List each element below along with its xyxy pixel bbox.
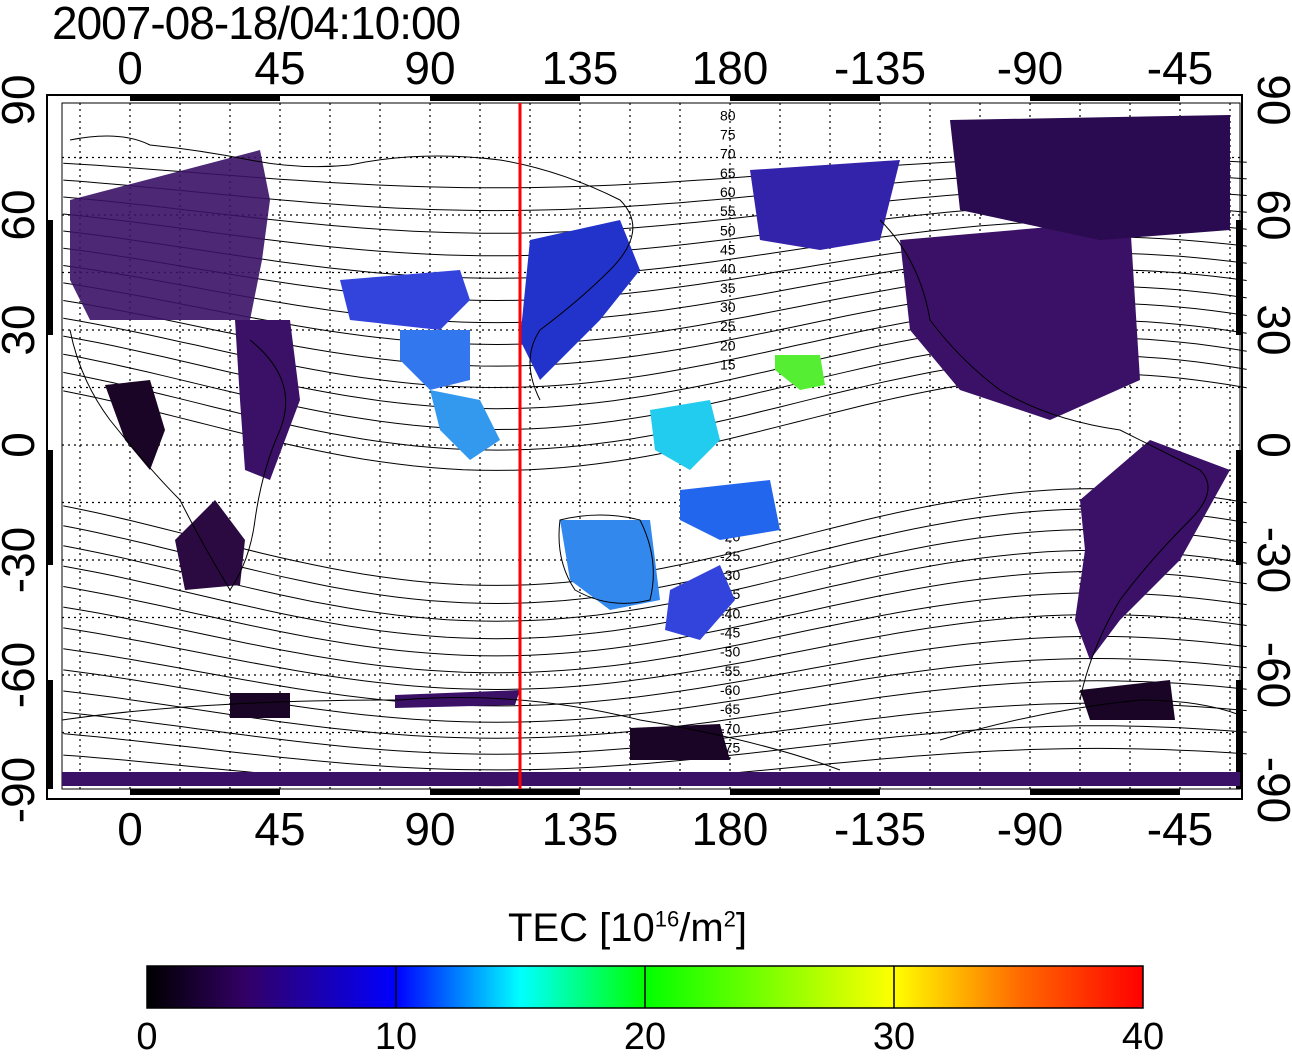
magnetic-latitude-label: 50 <box>720 222 736 238</box>
magnetic-latitude-label: -50 <box>720 644 740 660</box>
colorbar-tick-label: 20 <box>623 1016 667 1058</box>
magnetic-latitude-label: -45 <box>720 625 740 641</box>
magnetic-latitude-label: 20 <box>720 337 736 353</box>
colorbar-title-unit: /m <box>679 906 724 950</box>
colorbar-title-exponent: 16 <box>654 906 680 932</box>
bottom-longitude-label: 135 <box>542 803 619 855</box>
bottom-longitude-label: 90 <box>404 803 455 855</box>
top-longitude-label: -135 <box>834 42 926 94</box>
magnetic-latitude-label: 55 <box>720 203 736 219</box>
bottom-longitude-label: -45 <box>1147 803 1213 855</box>
tec-data-australia <box>560 520 735 640</box>
magnetic-latitude-line <box>63 592 1247 674</box>
bottom-longitude-label: -90 <box>997 803 1063 855</box>
right-latitude-label: 90 <box>1248 74 1292 125</box>
magnetic-latitude-label: 45 <box>720 242 736 258</box>
magnetic-latitude-label: 25 <box>720 318 736 334</box>
left-latitude-label: -60 <box>0 642 44 708</box>
magnetic-latitude-label: -70 <box>720 720 740 736</box>
left-latitude-label: 60 <box>0 189 44 240</box>
top-longitude-label: 0 <box>117 42 143 94</box>
bottom-longitude-label: -135 <box>834 803 926 855</box>
magnetic-latitude-label: 60 <box>720 184 736 200</box>
border-bars <box>47 95 1242 795</box>
top-longitude-label: 180 <box>692 42 769 94</box>
top-longitude-label: -90 <box>997 42 1063 94</box>
magnetic-latitude-label: 15 <box>720 357 736 373</box>
right-latitude-label: 30 <box>1248 304 1292 355</box>
bottom-longitude-label: 180 <box>692 803 769 855</box>
top-longitude-labels: 0 45 90 135 180 -135 -90 -45 <box>117 42 1213 94</box>
right-latitude-label: -30 <box>1248 527 1292 593</box>
tec-data-pacific <box>650 355 825 540</box>
magnetic-latitude-label: 35 <box>720 280 736 296</box>
right-latitude-label: 60 <box>1248 189 1292 240</box>
left-latitude-label: 30 <box>0 304 44 355</box>
tec-data-antarctica <box>62 690 1240 786</box>
colorbar-tick-label: 0 <box>136 1016 158 1058</box>
top-longitude-label: 45 <box>254 42 305 94</box>
left-latitude-labels: 90 60 30 0 -30 -60 -90 <box>0 74 44 823</box>
colorbar-title: TEC [1016/m2] <box>508 906 747 951</box>
magnetic-latitude-label: -25 <box>720 548 740 564</box>
colorbar-tick-label: 40 <box>1121 1016 1165 1058</box>
colorbar-tick-label: 30 <box>872 1016 916 1058</box>
right-latitude-label: 0 <box>1248 432 1292 458</box>
colorbar-title-unit-exponent: 2 <box>723 906 736 932</box>
bottom-longitude-labels: 0 45 90 135 180 -135 -90 -45 <box>117 803 1213 855</box>
magnetic-latitude-line <box>63 570 1247 657</box>
plot-title: 2007-08-18/04:10:00 <box>52 0 461 49</box>
magnetic-latitude-labels: 8075706560555045403530252015-15-20-25-30… <box>720 107 740 755</box>
magnetic-latitude-label: -65 <box>720 701 740 717</box>
bottom-longitude-label: 45 <box>254 803 305 855</box>
right-latitude-label: -90 <box>1248 757 1292 823</box>
bottom-longitude-label: 0 <box>117 803 143 855</box>
right-latitude-labels: 90 60 30 0 -30 -60 -90 <box>1248 74 1292 823</box>
magnetic-latitude-label: 65 <box>720 165 736 181</box>
tec-data-europe-africa <box>70 150 300 590</box>
magnetic-latitude-line <box>63 725 1247 771</box>
colorbar-tick-label: 10 <box>374 1016 418 1058</box>
magnetic-latitude-label: 40 <box>720 261 736 277</box>
colorbar-ticks <box>395 966 895 1008</box>
magnetic-latitude-label: 30 <box>720 299 736 315</box>
left-latitude-label: -30 <box>0 527 44 593</box>
magnetic-latitude-line <box>63 613 1247 691</box>
magnetic-latitude-label: -60 <box>720 682 740 698</box>
magnetic-latitude-line <box>63 549 1247 640</box>
magnetic-latitude-label: -55 <box>720 663 740 679</box>
magnetic-latitude-line <box>63 528 1247 622</box>
left-latitude-label: 90 <box>0 74 44 125</box>
map-inner-frame <box>61 102 1241 790</box>
magnetic-latitude-label: 75 <box>720 127 736 143</box>
colorbar-title-prefix: TEC [10 <box>508 906 655 950</box>
coastlines <box>61 135 1241 771</box>
right-latitude-label: -60 <box>1248 642 1292 708</box>
magnetic-latitude-label: 80 <box>720 107 736 123</box>
magnetic-latitude-line <box>63 635 1247 707</box>
tec-data-asia <box>340 220 640 460</box>
top-longitude-label: -45 <box>1147 42 1213 94</box>
colorbar-title-suffix: ] <box>735 906 748 950</box>
tec-data-americas <box>750 115 1230 720</box>
left-latitude-label: 0 <box>0 432 44 458</box>
left-latitude-label: -90 <box>0 757 44 823</box>
top-longitude-label: 135 <box>542 42 619 94</box>
top-longitude-label: 90 <box>404 42 455 94</box>
magnetic-latitude-label: 70 <box>720 146 736 162</box>
map-frame <box>46 94 1243 800</box>
